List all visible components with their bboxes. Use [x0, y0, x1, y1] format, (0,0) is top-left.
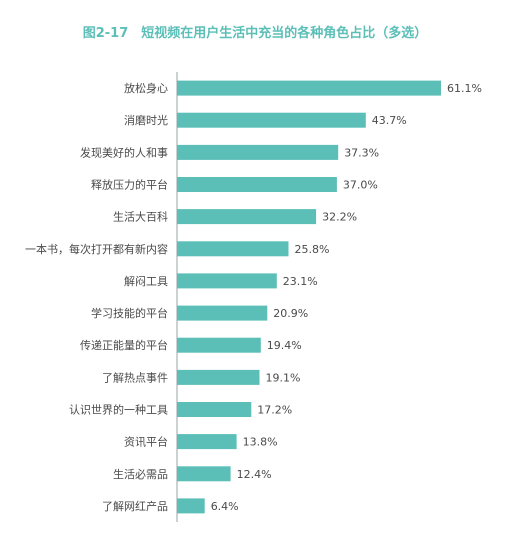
bar [177, 273, 277, 289]
category-label: 资讯平台 [124, 435, 168, 449]
value-label: 32.2% [322, 211, 357, 224]
bar [177, 177, 337, 192]
bar [177, 402, 252, 417]
bar [177, 241, 289, 257]
category-label: 一本书，每次打开都有新内容 [25, 242, 168, 256]
value-label: 13.8% [243, 436, 278, 449]
category-label: 生活大百科 [113, 210, 168, 224]
bar [177, 144, 339, 160]
chart-title: 图2-17 短视频在用户生活中充当的各种角色占比（多选） [82, 26, 428, 41]
category-label: 发现美好的人和事 [80, 145, 168, 159]
value-label: 19.4% [267, 339, 302, 352]
bar [177, 80, 441, 96]
bar [177, 466, 231, 482]
value-label: 12.4% [237, 468, 272, 481]
category-label: 解闷工具 [124, 274, 168, 288]
category-label: 生活必需品 [113, 467, 168, 481]
value-label: 17.2% [257, 404, 292, 417]
value-label: 23.1% [283, 275, 318, 288]
bar [177, 369, 260, 385]
bar [177, 337, 261, 353]
value-label: 61.1% [447, 82, 482, 95]
value-label: 20.9% [273, 307, 308, 320]
category-label: 认识世界的一种工具 [69, 403, 168, 417]
bar [177, 305, 268, 321]
category-label: 放松身心 [124, 81, 168, 95]
category-label: 学习技能的平台 [91, 306, 168, 320]
value-label: 6.4% [211, 500, 239, 513]
bar [177, 434, 237, 450]
category-label: 消磨时光 [124, 113, 168, 127]
category-label: 了解网红产品 [102, 499, 168, 513]
bar [177, 498, 205, 514]
value-label: 25.8% [295, 243, 330, 256]
value-label: 37.0% [343, 179, 378, 192]
category-label: 了解热点事件 [102, 370, 168, 384]
category-label: 释放压力的平台 [91, 178, 168, 192]
bar [177, 209, 317, 225]
bar [177, 112, 366, 128]
value-label: 19.1% [266, 371, 301, 384]
value-label: 37.3% [344, 146, 379, 159]
category-label: 传递正能量的平台 [80, 338, 168, 352]
value-label: 43.7% [372, 114, 407, 127]
